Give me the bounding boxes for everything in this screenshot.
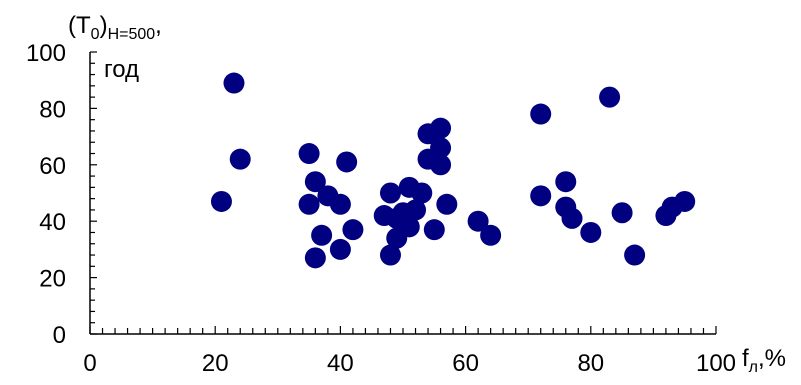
y-tick-label: 0 (53, 322, 66, 349)
data-point (430, 117, 452, 139)
data-point (329, 238, 351, 260)
y-tick-label: 100 (26, 40, 66, 67)
x-axis-title: fл,% (742, 345, 786, 376)
data-point (430, 137, 452, 159)
x-axis-title-rest: ,% (758, 345, 786, 372)
data-point (436, 193, 458, 215)
y-ticks: 0 20 40 60 80 100 (26, 40, 97, 349)
data-point (342, 219, 364, 241)
y-axis-title-unit: год (104, 56, 139, 83)
x-tick-label: 100 (696, 350, 736, 377)
data-point (555, 171, 577, 193)
data-point (298, 193, 320, 215)
data-point (423, 219, 445, 241)
data-point (611, 202, 633, 224)
data-point (624, 244, 646, 266)
y-axis-title-comma: , (155, 12, 162, 39)
x-ticks: 0 20 40 60 80 100 (83, 326, 736, 377)
data-point (398, 216, 420, 238)
x-axis-title-sub: л (749, 359, 758, 376)
x-tick-label: 60 (452, 350, 479, 377)
data-point (379, 244, 401, 266)
data-point (223, 72, 245, 94)
y-axis-title-subH: H=500 (108, 26, 156, 43)
x-axis-title-main: f (742, 345, 749, 372)
data-point (530, 185, 552, 207)
axes: 0 20 40 60 80 100 0 20 40 60 80 100 (26, 40, 736, 377)
data-point (304, 171, 326, 193)
x-tick-label: 0 (83, 350, 96, 377)
data-point (329, 193, 351, 215)
data-point (599, 86, 621, 108)
data-point (210, 190, 232, 212)
data-point (379, 182, 401, 204)
y-tick-label: 60 (39, 153, 66, 180)
x-tick-label: 80 (577, 350, 604, 377)
data-point (405, 199, 427, 221)
y-axis-title-sub0: 0 (91, 26, 100, 43)
y-axis-title-close: ) (100, 12, 108, 39)
data-point (336, 151, 358, 173)
data-point (467, 210, 489, 232)
x-tick-label: 20 (202, 350, 229, 377)
data-point (411, 182, 433, 204)
data-point (530, 103, 552, 125)
data-point (304, 247, 326, 269)
data-point (311, 224, 333, 246)
y-tick-label: 40 (39, 209, 66, 236)
y-tick-label: 80 (39, 96, 66, 123)
y-axis-title-main: (T (68, 12, 91, 39)
x-tick-label: 40 (327, 350, 354, 377)
y-axis-title: (T0)H=500, (68, 12, 162, 43)
data-point (561, 207, 583, 229)
data-point (480, 224, 502, 246)
data-points (210, 72, 696, 269)
data-point (580, 221, 602, 243)
data-point (674, 190, 696, 212)
data-point (298, 143, 320, 165)
y-tick-label: 20 (39, 266, 66, 293)
data-point (430, 154, 452, 176)
data-point (229, 148, 251, 170)
